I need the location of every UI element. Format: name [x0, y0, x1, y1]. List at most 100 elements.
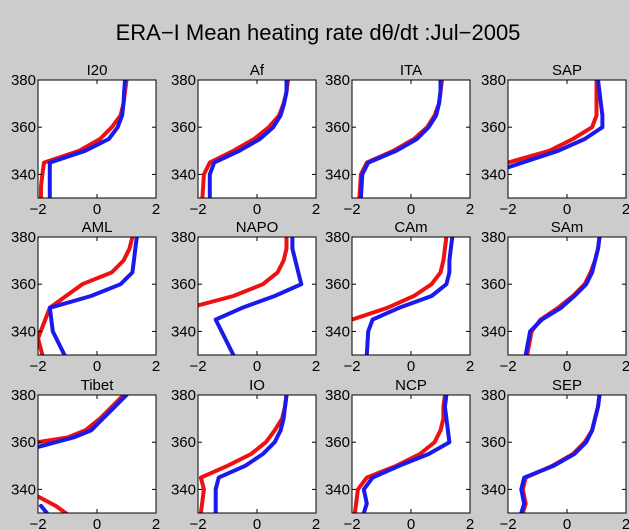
y-tick-label: 340: [481, 323, 506, 340]
y-tick-label: 360: [481, 434, 506, 451]
panel: 340 360 380 −2 0 2 ITA: [325, 62, 474, 218]
series-line: [39, 503, 49, 513]
y-tick-label: 380: [11, 72, 36, 89]
y-tick-label: 380: [11, 387, 36, 404]
x-tick-label: 0: [563, 516, 571, 529]
x-tick-label: −2: [29, 201, 46, 218]
series-line: [523, 237, 602, 355]
panel: 340 360 380 −2 0 2 NAPO: [171, 219, 320, 375]
panel: 340 360 380 −2 0 2 CAm: [325, 219, 474, 375]
series-line: [38, 494, 70, 513]
x-tick-label: 0: [93, 358, 101, 375]
y-tick-label: 360: [171, 119, 196, 136]
series-line: [519, 395, 602, 513]
plot-area: [508, 80, 626, 198]
x-tick-label: 2: [622, 516, 629, 529]
x-tick-label: 2: [312, 358, 320, 375]
panel: 340 360 380 −2 0 2 SEP: [481, 377, 629, 529]
series-line: [213, 395, 289, 513]
plot-area: [508, 237, 626, 355]
y-tick-label: 360: [11, 434, 36, 451]
x-tick-label: 2: [152, 358, 160, 375]
x-tick-label: 0: [93, 516, 101, 529]
panel-title: AML: [82, 219, 113, 236]
x-tick-label: 2: [312, 516, 320, 529]
y-tick-label: 340: [171, 166, 196, 183]
plot-area: [38, 395, 156, 513]
panel-title: NCP: [395, 377, 427, 394]
panel-title: CAm: [394, 219, 427, 236]
y-tick-label: 380: [481, 229, 506, 246]
y-tick-label: 340: [11, 323, 36, 340]
y-tick-label: 380: [11, 229, 36, 246]
panel-title: SEP: [552, 377, 582, 394]
x-tick-label: −2: [343, 358, 360, 375]
y-tick-label: 360: [481, 276, 506, 293]
x-tick-label: 0: [93, 201, 101, 218]
y-tick-label: 360: [11, 119, 36, 136]
series-line: [213, 237, 304, 355]
panel: 340 360 380 −2 0 2 SAP: [481, 62, 629, 218]
x-tick-label: 2: [622, 358, 629, 375]
x-tick-label: 0: [563, 358, 571, 375]
y-tick-label: 360: [11, 276, 36, 293]
x-tick-label: −2: [499, 358, 516, 375]
y-tick-label: 360: [171, 434, 196, 451]
y-tick-label: 380: [481, 72, 506, 89]
panel-title: NAPO: [236, 219, 279, 236]
y-tick-label: 380: [325, 229, 350, 246]
y-tick-label: 380: [325, 387, 350, 404]
y-tick-label: 360: [325, 119, 350, 136]
y-tick-label: 340: [481, 166, 506, 183]
y-tick-label: 360: [171, 276, 196, 293]
panel: 340 360 380 −2 0 2 I20: [11, 62, 160, 218]
x-tick-label: 2: [466, 516, 474, 529]
y-tick-label: 340: [325, 481, 350, 498]
x-tick-label: 2: [152, 516, 160, 529]
y-tick-label: 380: [171, 387, 196, 404]
x-tick-label: 2: [312, 201, 320, 218]
series-line: [47, 237, 139, 355]
y-tick-label: 380: [171, 72, 196, 89]
x-tick-label: −2: [499, 201, 516, 218]
y-tick-label: 340: [325, 166, 350, 183]
x-tick-label: 0: [407, 516, 415, 529]
plot-area: [508, 395, 626, 513]
y-tick-label: 360: [481, 119, 506, 136]
panel: 340 360 380 −2 0 2 AML: [11, 219, 160, 375]
x-tick-label: 2: [152, 201, 160, 218]
series-line: [207, 80, 289, 198]
series-line: [38, 237, 135, 355]
x-tick-label: 2: [466, 201, 474, 218]
panel: 340 360 380 −2 0 2 Af: [171, 62, 320, 218]
series-line: [508, 80, 599, 165]
y-tick-label: 380: [171, 229, 196, 246]
series-line: [38, 395, 129, 449]
figure-title: ERA−I Mean heating rate dθ/dt :Jul−2005: [116, 20, 521, 45]
x-tick-label: 0: [563, 201, 571, 218]
panel-title: Tibet: [81, 377, 115, 394]
panel-title: SAP: [552, 62, 582, 79]
x-tick-label: 0: [407, 201, 415, 218]
y-tick-label: 340: [481, 481, 506, 498]
series-line: [38, 395, 126, 445]
y-tick-label: 340: [325, 323, 350, 340]
panel-title: IO: [249, 377, 265, 394]
panel-title: SAm: [551, 219, 584, 236]
x-tick-label: 0: [253, 201, 261, 218]
x-tick-label: −2: [343, 516, 360, 529]
panel-title: I20: [87, 62, 108, 79]
plot-area: [352, 395, 470, 513]
panel-title: Af: [250, 62, 265, 79]
y-tick-label: 360: [325, 434, 350, 451]
series-line: [361, 395, 452, 513]
x-tick-label: −2: [189, 201, 206, 218]
x-tick-label: −2: [29, 516, 46, 529]
x-tick-label: −2: [189, 358, 206, 375]
panel-title: ITA: [400, 62, 422, 79]
x-tick-label: −2: [343, 201, 360, 218]
y-tick-label: 340: [171, 481, 196, 498]
x-tick-label: 2: [622, 201, 629, 218]
series-line: [508, 80, 605, 170]
y-tick-label: 340: [11, 166, 36, 183]
